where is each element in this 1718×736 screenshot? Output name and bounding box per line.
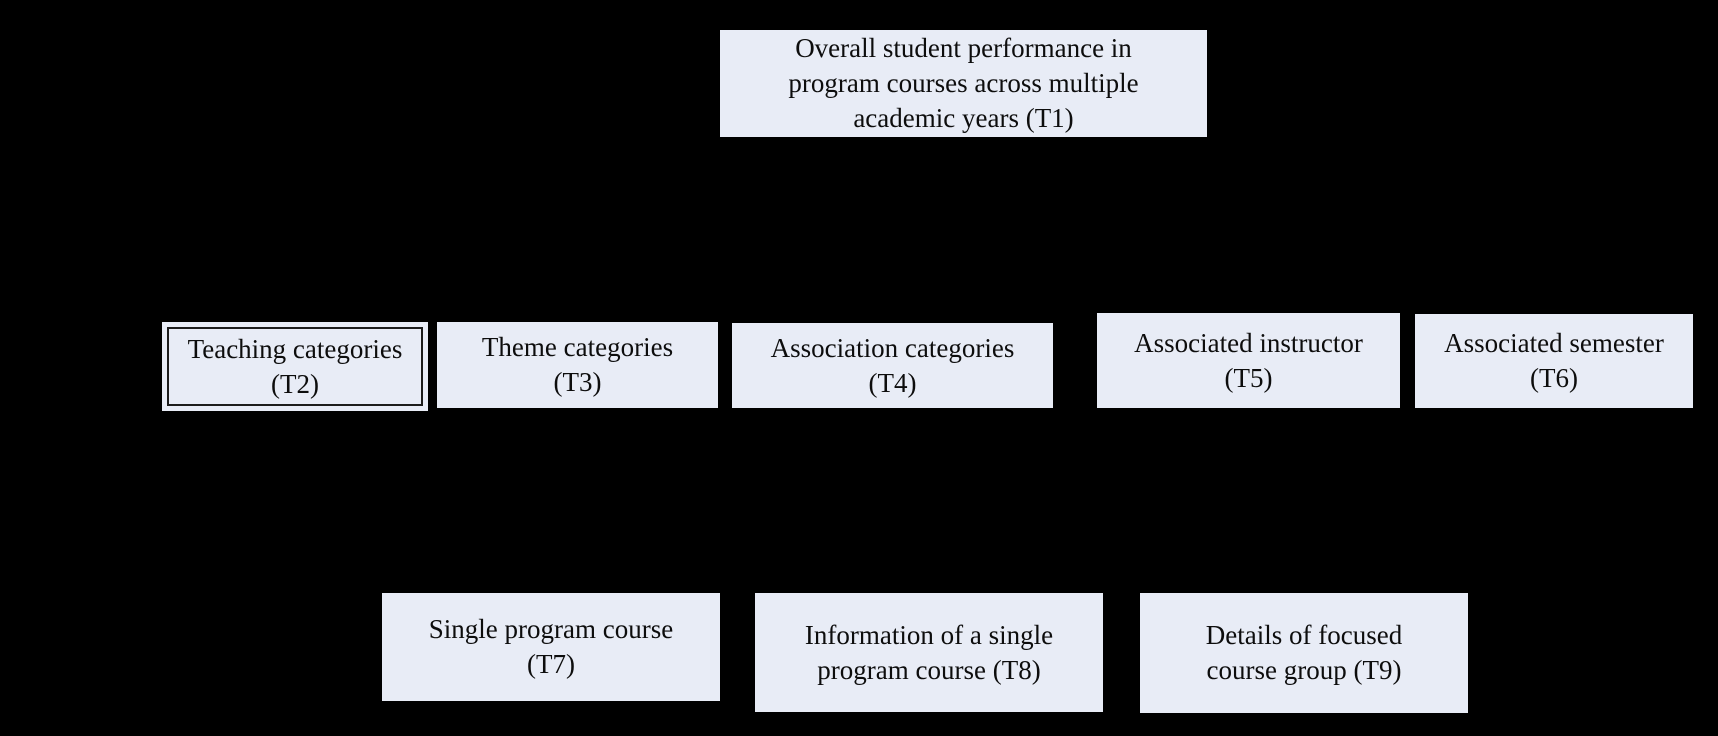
- task-node-t8-line: program course (T8): [817, 654, 1041, 685]
- task-node-t5-line: Associated instructor: [1134, 327, 1363, 358]
- task-node-t2: Teaching categories (T2): [167, 327, 423, 406]
- task-node-t8-line: Information of a single: [804, 619, 1054, 650]
- task-node-t7-line: (T7): [527, 649, 575, 679]
- task-node-t5: Associated instructor (T5): [1097, 313, 1400, 408]
- task-node-t2-line: (T2): [271, 368, 319, 399]
- task-node-t9-line: course group (T9): [1206, 655, 1402, 685]
- task-node-t1-line: program courses across multiple: [788, 68, 1139, 98]
- task-node-t6-line: Associated semester: [1444, 328, 1664, 358]
- task-node-t4-line: Association categories: [770, 332, 1015, 363]
- task-node-t9: Details of focused course group (T9): [1140, 593, 1468, 713]
- task-node-t5-line: (T5): [1224, 362, 1273, 393]
- task-node-t7: Single program course (T7): [382, 593, 720, 701]
- task-node-t3-line: Theme categories: [481, 332, 674, 362]
- task-node-t3-line: (T3): [553, 367, 602, 397]
- task-node-t4: Association categories (T4): [732, 323, 1053, 408]
- task-node-t2-line: Teaching categories: [187, 333, 403, 364]
- task-node-t1: Overall student performance in program c…: [720, 30, 1207, 137]
- task-node-t1-line: Overall student performance in: [795, 33, 1132, 63]
- task-node-t6: Associated semester (T6): [1415, 314, 1693, 408]
- task-node-t1-line: academic years (T1): [853, 103, 1074, 133]
- task-node-t4-line: (T4): [868, 367, 917, 398]
- task-node-t9-line: Details of focused: [1205, 620, 1403, 650]
- task-node-t6-line: (T6): [1530, 363, 1578, 393]
- task-node-t8: Information of a single program course (…: [755, 593, 1103, 712]
- task-node-t3: Theme categories (T3): [437, 322, 718, 408]
- task-node-t7-line: Single program course: [428, 614, 674, 644]
